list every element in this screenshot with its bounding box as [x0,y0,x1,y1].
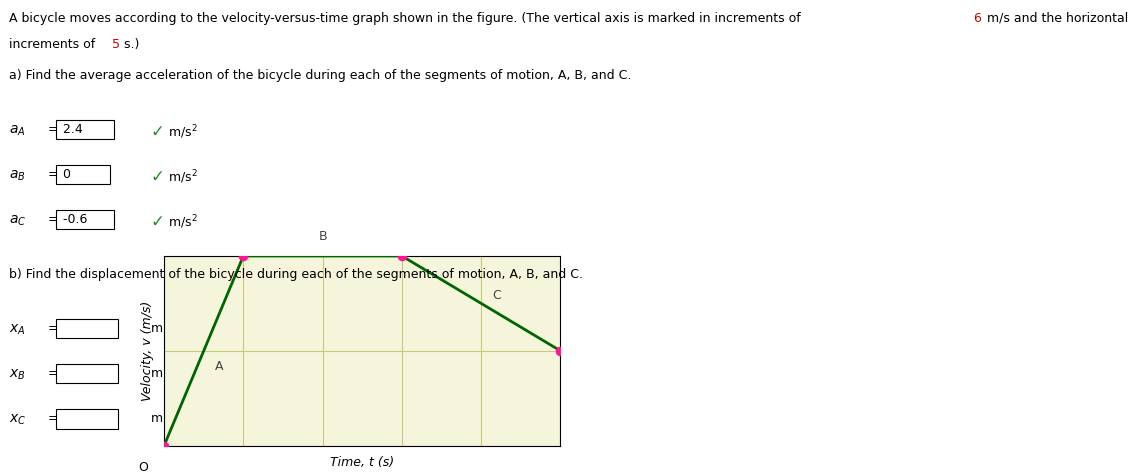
Point [155,442,173,449]
X-axis label: Time, t (s): Time, t (s) [331,456,394,469]
Text: $x_{B}$: $x_{B}$ [9,367,26,382]
Text: b) Find the displacement of the bicycle during each of the segments of motion, A: b) Find the displacement of the bicycle … [9,268,583,281]
Text: s.): s.) [120,38,139,51]
Text: a) Find the average acceleration of the bicycle during each of the segments of m: a) Find the average acceleration of the … [9,69,632,82]
Text: m/s$^2$: m/s$^2$ [168,213,197,231]
Text: B: B [318,230,327,244]
Text: 0: 0 [59,168,106,181]
Text: m/s and the horizontal axis is marked in: m/s and the horizontal axis is marked in [983,12,1132,25]
Text: A bicycle moves according to the velocity-versus-time graph shown in the figure.: A bicycle moves according to the velocit… [9,12,805,25]
Text: $x_{C}$: $x_{C}$ [9,412,26,427]
Text: O: O [138,461,148,474]
Text: -0.6: -0.6 [59,213,111,226]
Text: =: = [48,123,58,136]
Text: 5: 5 [112,38,120,51]
Text: $a_{C}$: $a_{C}$ [9,213,26,228]
Text: C: C [492,289,501,302]
Point [551,347,569,355]
Text: ✓: ✓ [151,123,164,141]
Text: 6: 6 [974,12,981,25]
Text: ✓: ✓ [151,168,164,186]
Text: =: = [48,367,58,380]
Text: m: m [151,412,163,425]
Text: =: = [48,322,58,335]
Text: ✓: ✓ [151,213,164,231]
Text: m/s$^2$: m/s$^2$ [168,123,197,141]
Text: A: A [215,360,224,373]
Text: m: m [151,367,163,380]
Text: $a_{A}$: $a_{A}$ [9,123,26,137]
Point [393,252,411,260]
Text: =: = [48,168,58,181]
Text: increments of: increments of [9,38,100,51]
Text: m/s$^2$: m/s$^2$ [168,168,197,186]
Text: =: = [48,213,58,226]
Text: m: m [151,322,163,335]
Text: =: = [48,412,58,425]
Text: $x_{A}$: $x_{A}$ [9,322,26,337]
Text: $a_{B}$: $a_{B}$ [9,168,26,182]
Point [234,252,252,260]
Y-axis label: Velocity, v (m/s): Velocity, v (m/s) [140,301,154,401]
Text: 2.4: 2.4 [59,123,111,136]
